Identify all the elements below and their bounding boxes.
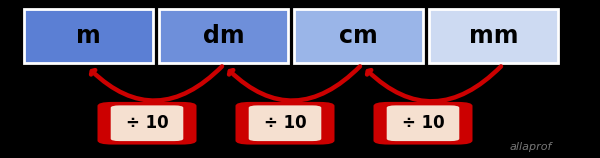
Text: allaprof: allaprof xyxy=(510,142,552,152)
FancyBboxPatch shape xyxy=(24,9,153,63)
FancyBboxPatch shape xyxy=(387,105,460,141)
FancyBboxPatch shape xyxy=(111,105,184,141)
Text: ÷ 10: ÷ 10 xyxy=(401,114,445,132)
Text: dm: dm xyxy=(203,24,244,48)
FancyBboxPatch shape xyxy=(235,102,335,145)
Text: m: m xyxy=(76,24,101,48)
Text: cm: cm xyxy=(339,24,378,48)
Text: mm: mm xyxy=(469,24,518,48)
FancyBboxPatch shape xyxy=(97,102,197,145)
FancyBboxPatch shape xyxy=(294,9,423,63)
FancyBboxPatch shape xyxy=(159,9,288,63)
FancyBboxPatch shape xyxy=(249,105,322,141)
Text: ÷ 10: ÷ 10 xyxy=(263,114,307,132)
FancyBboxPatch shape xyxy=(429,9,558,63)
Text: ÷ 10: ÷ 10 xyxy=(125,114,169,132)
FancyBboxPatch shape xyxy=(373,102,473,145)
